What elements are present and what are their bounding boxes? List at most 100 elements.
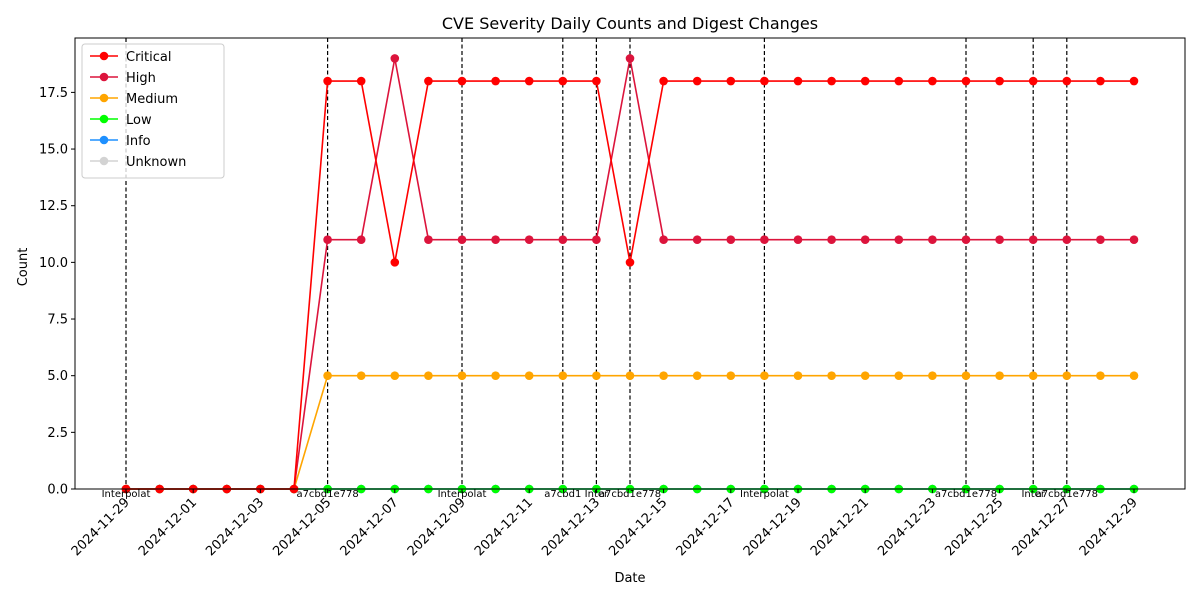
digest-change-label: Interpolat	[438, 489, 487, 500]
data-point-medium	[860, 371, 870, 380]
data-point-medium	[1028, 371, 1038, 380]
data-point-critical	[524, 76, 534, 86]
data-point-high	[894, 235, 904, 245]
data-point-medium	[592, 371, 601, 380]
data-point-high	[491, 235, 500, 245]
data-point-high	[1096, 235, 1105, 245]
legend-label-critical: Critical	[126, 50, 171, 65]
data-point-critical	[558, 76, 568, 86]
data-point-high	[860, 235, 870, 245]
x-axis-title: Date	[614, 571, 645, 586]
digest-change-label: a7cbd1e778	[599, 489, 661, 500]
data-point-high	[592, 235, 601, 245]
digest-change-label: Interpolat	[740, 489, 789, 500]
data-point-high	[928, 235, 937, 245]
legend-label-info: Info	[126, 134, 151, 149]
data-point-critical	[1129, 76, 1139, 86]
data-point-critical	[1028, 76, 1038, 86]
data-point-high	[692, 235, 702, 245]
data-point-critical	[995, 76, 1004, 86]
digest-change-label: Inter	[1021, 489, 1045, 500]
data-point-high	[323, 235, 332, 245]
legend-swatch-marker	[99, 114, 109, 124]
chart-title: CVE Severity Daily Counts and Digest Cha…	[442, 14, 818, 33]
data-point-high	[961, 235, 971, 245]
data-point-critical	[1062, 76, 1072, 86]
data-point-high	[659, 235, 668, 245]
data-point-medium	[894, 371, 904, 380]
data-point-critical	[457, 76, 467, 86]
data-point-medium	[1096, 371, 1105, 380]
data-point-critical	[860, 76, 870, 86]
legend-label-unknown: Unknown	[126, 155, 186, 170]
data-point-medium	[692, 371, 702, 380]
data-point-critical	[625, 258, 635, 267]
data-point-high	[726, 235, 736, 245]
digest-change-label: Interpolat	[102, 489, 151, 500]
data-point-high	[827, 235, 836, 245]
data-point-high	[524, 235, 534, 245]
digest-change-label: a7cbd1e778	[296, 489, 358, 500]
data-point-medium	[323, 371, 332, 380]
data-point-high	[760, 235, 769, 245]
data-point-critical	[390, 258, 400, 267]
data-point-medium	[457, 371, 467, 380]
legend-swatch-marker	[99, 156, 109, 166]
data-point-critical	[928, 76, 937, 86]
data-point-high	[995, 235, 1004, 245]
y-axis-title: Count	[16, 248, 31, 287]
data-point-critical	[356, 76, 366, 86]
data-point-critical	[1096, 76, 1105, 86]
y-tick-label: 15.0	[39, 143, 68, 158]
data-point-critical	[793, 76, 803, 86]
digest-change-label: a7cbd1e778	[1036, 489, 1098, 500]
data-point-high	[625, 54, 635, 63]
data-point-high	[1129, 235, 1139, 245]
legend-label-low: Low	[126, 113, 152, 128]
legend-label-high: High	[126, 71, 156, 86]
data-point-high	[390, 54, 400, 63]
y-tick-label: 10.0	[39, 256, 68, 271]
data-point-critical	[424, 76, 433, 86]
y-tick-label: 12.5	[39, 199, 68, 214]
data-point-medium	[1062, 371, 1072, 380]
data-point-critical	[827, 76, 836, 86]
digest-change-label: a7cbd1	[544, 489, 581, 500]
data-point-medium	[625, 371, 635, 380]
data-point-critical	[491, 76, 500, 86]
data-point-high	[793, 235, 803, 245]
data-point-medium	[558, 371, 568, 380]
data-point-medium	[390, 371, 400, 380]
data-point-high	[356, 235, 366, 245]
data-point-medium	[726, 371, 736, 380]
data-point-critical	[760, 76, 769, 86]
data-point-medium	[827, 371, 836, 380]
data-point-medium	[524, 371, 534, 380]
data-point-medium	[793, 371, 803, 380]
data-point-critical	[726, 76, 736, 86]
data-point-critical	[894, 76, 904, 86]
data-point-critical	[692, 76, 702, 86]
data-point-medium	[961, 371, 971, 380]
legend: Critical High Medium Low Info Unknown	[81, 43, 225, 179]
y-tick-label: 5.0	[47, 369, 68, 384]
data-point-critical	[323, 76, 332, 86]
y-tick-label: 0.0	[47, 483, 68, 498]
legend-swatch-marker	[99, 51, 109, 61]
y-tick-label: 7.5	[47, 313, 68, 328]
data-point-high	[558, 235, 568, 245]
data-point-medium	[356, 371, 366, 380]
y-tick-label: 17.5	[39, 86, 68, 101]
data-point-medium	[491, 371, 500, 380]
data-point-high	[1028, 235, 1038, 245]
data-point-high	[1062, 235, 1072, 245]
data-point-critical	[592, 76, 601, 86]
data-point-high	[457, 235, 467, 245]
data-point-medium	[659, 371, 668, 380]
legend-swatch-marker	[99, 72, 109, 82]
digest-change-label: Inter	[585, 489, 609, 500]
data-point-critical	[659, 76, 668, 86]
legend-label-medium: Medium	[126, 92, 178, 107]
